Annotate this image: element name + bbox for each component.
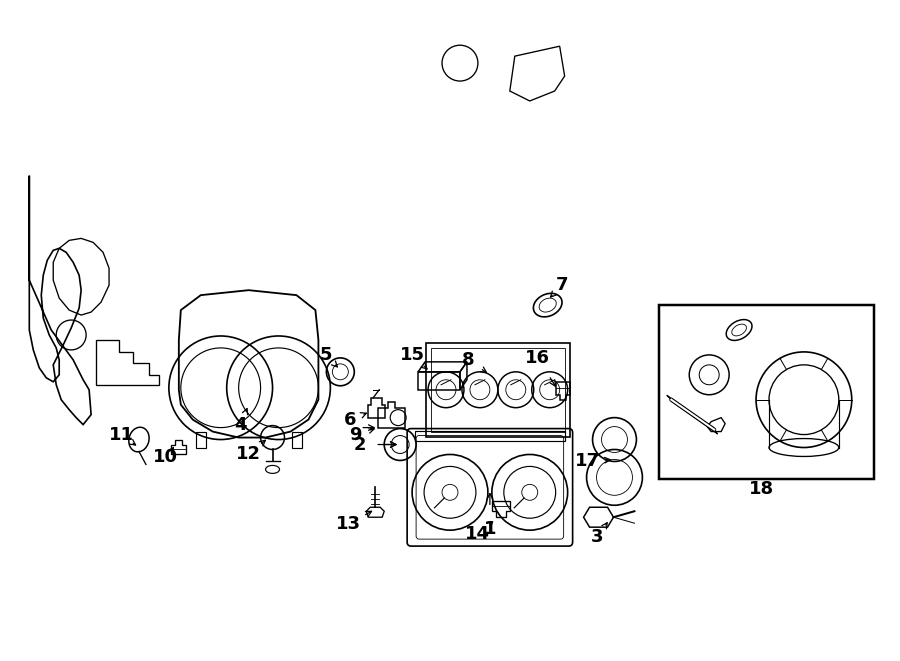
Text: 8: 8 (462, 351, 474, 369)
Text: 3: 3 (591, 528, 604, 546)
Text: 14: 14 (465, 525, 491, 543)
Text: 5: 5 (320, 346, 331, 364)
Text: 10: 10 (153, 448, 178, 467)
Text: 2: 2 (354, 436, 366, 453)
Text: 6: 6 (344, 410, 356, 428)
Text: 13: 13 (336, 515, 361, 533)
Text: 7: 7 (555, 276, 568, 294)
Text: 12: 12 (236, 446, 261, 463)
Text: 18: 18 (749, 481, 774, 498)
Text: 9: 9 (349, 426, 362, 444)
Text: 17: 17 (575, 452, 600, 471)
Text: 15: 15 (400, 346, 425, 364)
Bar (660, 305, 874, 479)
Text: 16: 16 (526, 349, 550, 367)
Text: 11: 11 (109, 426, 133, 444)
Text: 4: 4 (234, 416, 247, 434)
Text: 1: 1 (483, 520, 496, 538)
